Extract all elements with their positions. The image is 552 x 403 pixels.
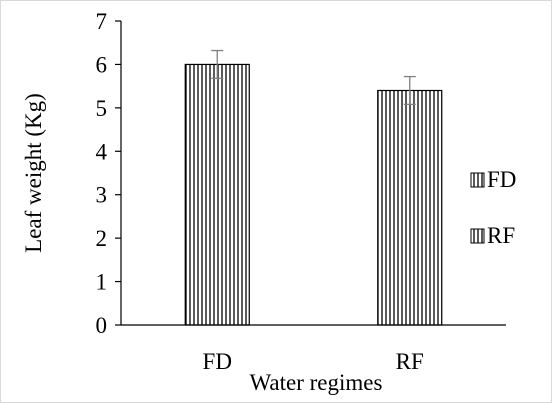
y-axis-label: Leaf weight (Kg) xyxy=(21,93,46,253)
legend-swatch-fd xyxy=(470,172,485,188)
x-tick-label: FD xyxy=(203,349,232,374)
y-tick-label: 3 xyxy=(96,183,108,208)
x-axis-label: Water regimes xyxy=(250,370,383,395)
y-tick-label: 6 xyxy=(96,52,108,77)
y-tick-label: 4 xyxy=(96,139,108,164)
y-tick-label: 1 xyxy=(96,270,108,295)
bar-rf xyxy=(377,89,443,326)
legend-label-rf: RF xyxy=(487,223,515,248)
y-tick-label: 2 xyxy=(96,226,108,251)
y-tick-label: 0 xyxy=(96,313,108,338)
x-tick-label: RF xyxy=(396,349,424,374)
y-tick-label: 7 xyxy=(96,9,108,34)
y-tick-label: 5 xyxy=(96,96,108,121)
bar-fd xyxy=(184,63,250,326)
plot-area: 0 1 2 3 4 5 6 7 FD RF FD RF xyxy=(96,9,517,374)
legend-swatch-rf xyxy=(470,228,485,244)
legend-label-fd: FD xyxy=(487,167,516,192)
